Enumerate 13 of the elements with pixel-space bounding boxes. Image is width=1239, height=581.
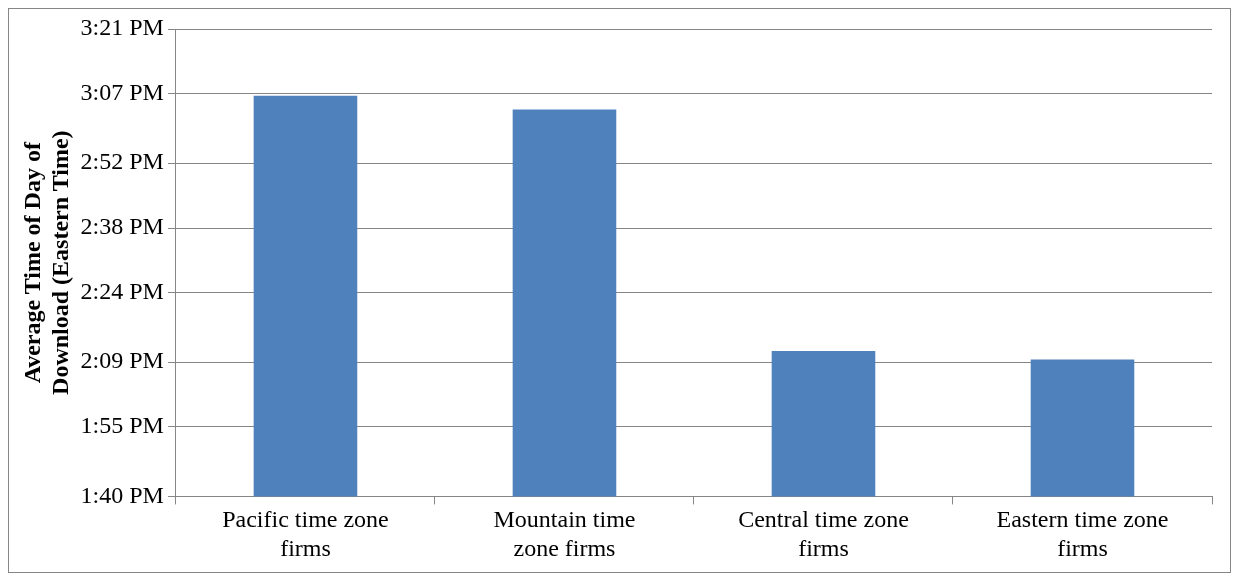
y-axis-title: Average Time of Day of Download (Eastern Time) (18, 130, 74, 395)
y-tick-label: 2:38 PM (80, 213, 164, 240)
x-tick-label: Eastern time zone firms (996, 506, 1169, 561)
y-tick-label: 3:07 PM (80, 79, 164, 106)
x-tick-label: Pacific time zone firms (222, 506, 389, 561)
y-tick-label: 2:24 PM (80, 278, 164, 305)
y-tick-label: 3:21 PM (80, 14, 164, 41)
y-tick-label: 1:40 PM (80, 481, 164, 508)
y-tick-label: 2:52 PM (80, 148, 164, 175)
x-tick-label: Mountain time zone firms (493, 506, 636, 561)
x-tick-label: Central time zone firms (738, 506, 909, 561)
y-tick-label: 1:55 PM (80, 412, 164, 439)
y-tick-label: 2:09 PM (80, 347, 164, 374)
